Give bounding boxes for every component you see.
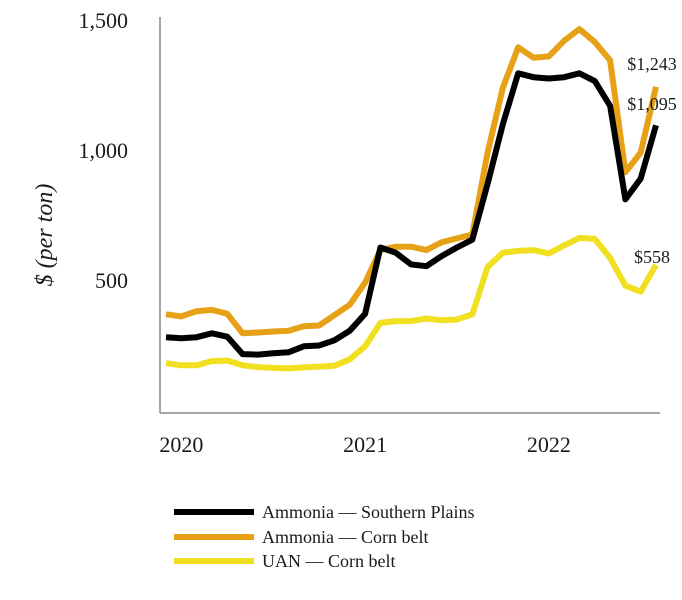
- end-label-uan-corn-belt: $558: [634, 247, 670, 267]
- end-labels: $1,095 $1,243 $558: [627, 54, 677, 267]
- y-tick-label: 1,500: [79, 8, 129, 33]
- y-tick-label: 500: [95, 268, 128, 293]
- legend-label-ammonia-corn-belt: Ammonia — Corn belt: [262, 527, 428, 547]
- legend-label-uan-corn-belt: UAN — Corn belt: [262, 551, 396, 571]
- end-label-ammonia-southern-plains: $1,095: [627, 94, 677, 114]
- legend: Ammonia — Southern Plains Ammonia — Corn…: [174, 502, 475, 571]
- series-line-uan-corn-belt: [165, 234, 659, 372]
- x-tick-labels: 2020 2021 2022: [159, 432, 571, 457]
- series-line-ammonia-southern-plains: [165, 70, 659, 358]
- y-tick-labels: 500 1,000 1,500: [79, 8, 129, 293]
- x-tick-label: 2022: [527, 432, 571, 457]
- series-line-ammonia-corn-belt: [165, 26, 659, 337]
- series-lines: [165, 26, 659, 372]
- x-tick-label: 2020: [159, 432, 203, 457]
- y-axis-label: $ (per ton): [32, 184, 58, 287]
- legend-label-ammonia-southern-plains: Ammonia — Southern Plains: [262, 502, 475, 522]
- end-label-ammonia-corn-belt: $1,243: [627, 54, 677, 74]
- x-tick-label: 2021: [343, 432, 387, 457]
- y-tick-label: 1,000: [79, 138, 129, 163]
